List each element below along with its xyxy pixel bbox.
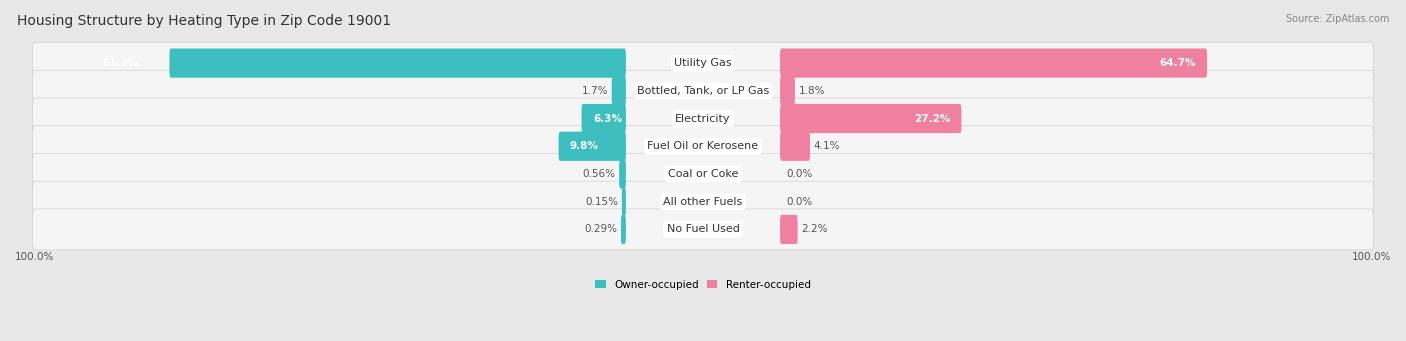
Text: 6.3%: 6.3% xyxy=(593,114,621,123)
FancyBboxPatch shape xyxy=(32,181,1374,222)
Text: 9.8%: 9.8% xyxy=(569,141,599,151)
Text: 81.2%: 81.2% xyxy=(103,58,138,68)
Text: No Fuel Used: No Fuel Used xyxy=(666,224,740,234)
Text: Housing Structure by Heating Type in Zip Code 19001: Housing Structure by Heating Type in Zip… xyxy=(17,14,391,28)
Text: 1.8%: 1.8% xyxy=(799,86,825,96)
Text: 4.1%: 4.1% xyxy=(814,141,841,151)
Text: 0.29%: 0.29% xyxy=(585,224,617,234)
Text: 2.2%: 2.2% xyxy=(801,224,828,234)
Text: 0.15%: 0.15% xyxy=(585,197,619,207)
FancyBboxPatch shape xyxy=(619,159,626,189)
Text: 0.0%: 0.0% xyxy=(787,169,813,179)
Text: Electricity: Electricity xyxy=(675,114,731,123)
FancyBboxPatch shape xyxy=(780,132,810,161)
Text: 64.7%: 64.7% xyxy=(1159,58,1195,68)
FancyBboxPatch shape xyxy=(780,76,794,105)
Text: 100.0%: 100.0% xyxy=(1351,252,1391,262)
FancyBboxPatch shape xyxy=(32,70,1374,111)
FancyBboxPatch shape xyxy=(621,187,626,216)
Text: All other Fuels: All other Fuels xyxy=(664,197,742,207)
Text: Bottled, Tank, or LP Gas: Bottled, Tank, or LP Gas xyxy=(637,86,769,96)
FancyBboxPatch shape xyxy=(780,48,1208,78)
Text: 27.2%: 27.2% xyxy=(914,114,950,123)
FancyBboxPatch shape xyxy=(32,43,1374,84)
FancyBboxPatch shape xyxy=(612,76,626,105)
Text: 0.0%: 0.0% xyxy=(787,197,813,207)
Text: Source: ZipAtlas.com: Source: ZipAtlas.com xyxy=(1285,14,1389,24)
FancyBboxPatch shape xyxy=(621,215,626,244)
FancyBboxPatch shape xyxy=(558,132,626,161)
FancyBboxPatch shape xyxy=(582,104,626,133)
FancyBboxPatch shape xyxy=(32,209,1374,250)
Text: 100.0%: 100.0% xyxy=(15,252,55,262)
FancyBboxPatch shape xyxy=(32,98,1374,139)
Text: Coal or Coke: Coal or Coke xyxy=(668,169,738,179)
Text: Utility Gas: Utility Gas xyxy=(675,58,731,68)
FancyBboxPatch shape xyxy=(169,48,626,78)
FancyBboxPatch shape xyxy=(780,215,797,244)
Text: 1.7%: 1.7% xyxy=(582,86,607,96)
FancyBboxPatch shape xyxy=(780,104,962,133)
FancyBboxPatch shape xyxy=(32,153,1374,194)
Legend: Owner-occupied, Renter-occupied: Owner-occupied, Renter-occupied xyxy=(591,276,815,294)
Text: Fuel Oil or Kerosene: Fuel Oil or Kerosene xyxy=(647,141,759,151)
Text: 0.56%: 0.56% xyxy=(582,169,616,179)
FancyBboxPatch shape xyxy=(32,126,1374,167)
